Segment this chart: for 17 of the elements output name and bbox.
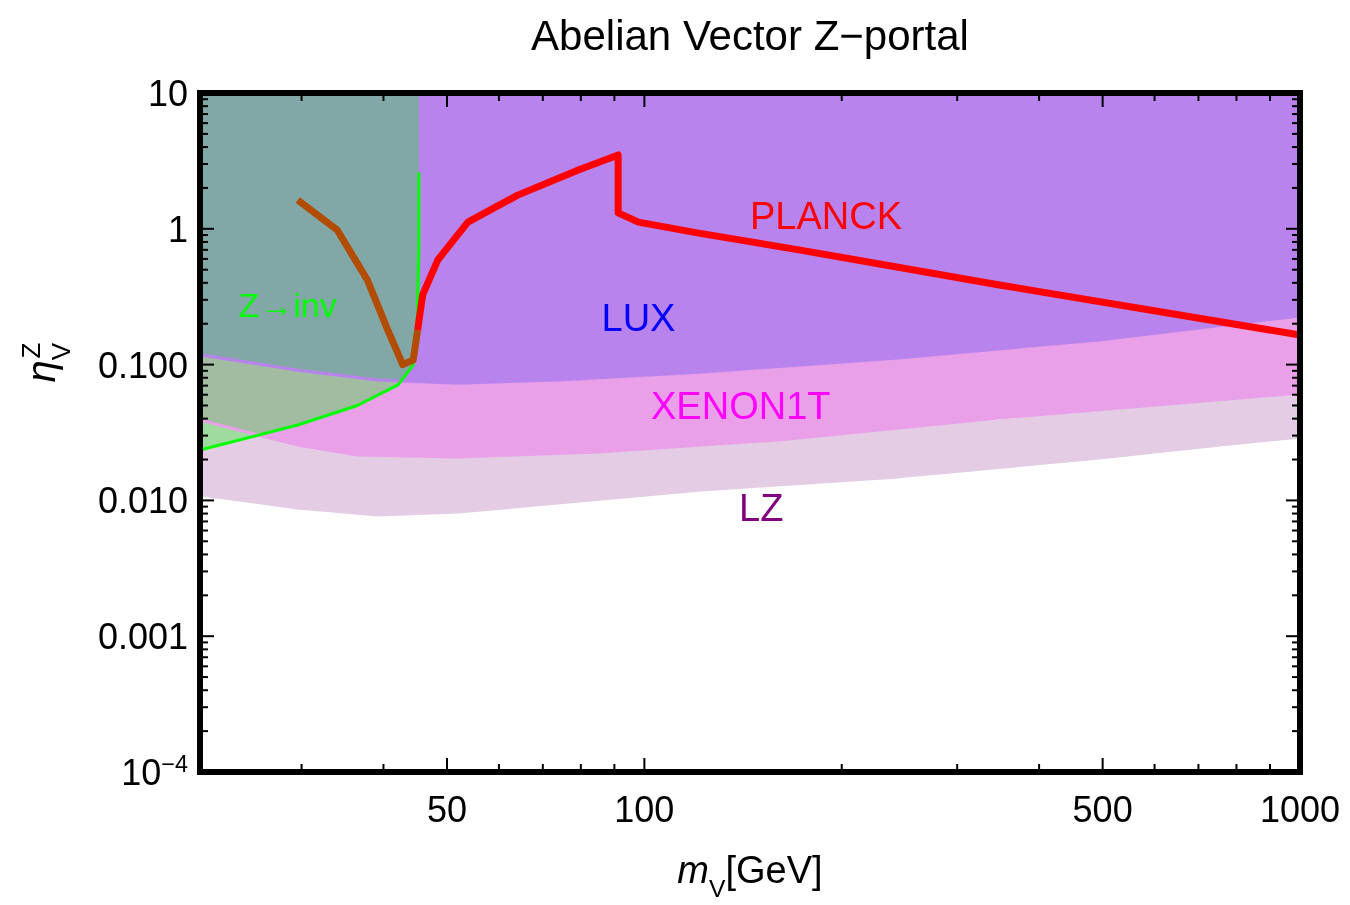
series-label: PLANCK — [750, 194, 903, 237]
x-tick-label: 100 — [614, 789, 675, 830]
y-tick-label: 0.001 — [97, 616, 188, 658]
x-tick-label: 50 — [426, 789, 468, 830]
x-tick-label: 1000 — [1259, 789, 1341, 830]
y-tick-label: 10$^{−4}$ — [121, 751, 188, 793]
y-tick-label: 10 — [147, 73, 188, 114]
series-label: LZ — [739, 486, 784, 529]
text: Z→inv — [238, 286, 337, 325]
series-label: LUX — [601, 296, 676, 339]
y-tick-label: 0.010 — [97, 480, 188, 522]
chart-title: Abelian Vector Z−portal — [531, 12, 969, 59]
series-label: XENON1T — [651, 384, 831, 427]
x-tick-label: 500 — [1072, 789, 1133, 830]
y-tick-label: 0.100 — [97, 344, 188, 386]
y-tick-label: 1 — [167, 208, 188, 250]
x-axis-title: m$_{V}$[GeV] — [677, 849, 823, 902]
